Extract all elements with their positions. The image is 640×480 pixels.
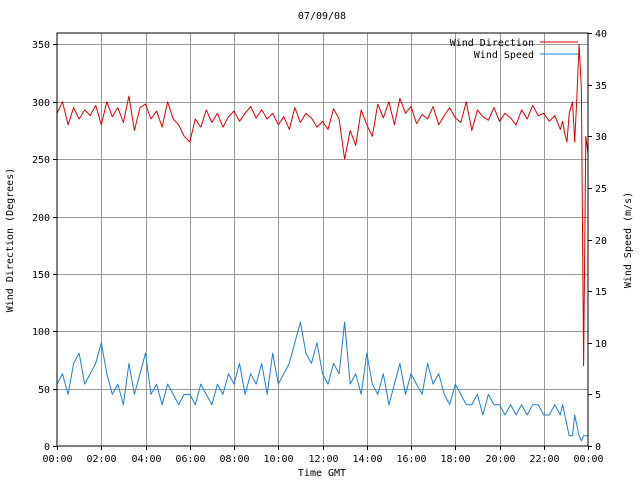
x-tick-label: 00:00 — [573, 454, 603, 465]
y-left-tick-label: 100 — [32, 327, 50, 338]
legend-label-speed: Wind Speed — [474, 50, 534, 61]
wind-direction-line — [56, 44, 589, 367]
x-tick-label: 22:00 — [529, 454, 559, 465]
y-right-tick-label: 25 — [595, 184, 607, 195]
y-left-axis-title: Wind Direction (Degrees) — [5, 168, 16, 313]
y-left-tick-label: 200 — [32, 213, 50, 224]
y-right-tick-label: 10 — [595, 339, 607, 350]
y-right-tick-label: 35 — [595, 81, 607, 92]
series-layer — [56, 44, 589, 442]
x-tick-label: 10:00 — [263, 454, 293, 465]
y-right-tick-label: 0 — [595, 442, 601, 453]
y-right-axis-title: Wind Speed (m/s) — [623, 192, 634, 288]
plot-frame — [56, 32, 589, 447]
x-tick-label: 12:00 — [308, 454, 338, 465]
x-tick-label: 16:00 — [396, 454, 426, 465]
y-left-tick-label: 0 — [44, 442, 50, 453]
y-left-tick-label: 350 — [32, 40, 50, 51]
y-left-tick-label: 250 — [32, 155, 50, 166]
y-right-tick-label: 15 — [595, 287, 607, 298]
x-tick-label: 06:00 — [175, 454, 205, 465]
y-left-tick-label: 50 — [38, 385, 50, 396]
y-left-tick-label: 150 — [32, 270, 50, 281]
tick-layer: 00:00 02:00 04:00 06:00 08:00 10:00 12:00 14:00… — [32, 29, 607, 465]
x-tick-label: 04:00 — [131, 454, 161, 465]
y-left-tick-label: 300 — [32, 98, 50, 109]
grid-layer — [57, 33, 588, 446]
legend-label-direction: Wind Direction — [450, 38, 534, 49]
x-tick-label: 08:00 — [219, 454, 249, 465]
y-right-tick-label: 30 — [595, 132, 607, 143]
legend: Wind Direction Wind Speed — [450, 38, 578, 61]
x-tick-label: 20:00 — [485, 454, 515, 465]
x-axis-title: Time GMT — [298, 468, 346, 479]
x-tick-label: 00:00 — [42, 454, 72, 465]
x-tick-label: 02:00 — [86, 454, 116, 465]
y-right-tick-label: 5 — [595, 390, 601, 401]
y-right-tick-label: 20 — [595, 236, 607, 247]
chart-title: 07/09/08 — [298, 11, 346, 22]
x-tick-label: 18:00 — [440, 454, 470, 465]
y-right-tick-label: 40 — [595, 29, 607, 40]
x-tick-label: 14:00 — [352, 454, 382, 465]
wind-speed-line — [56, 321, 588, 442]
